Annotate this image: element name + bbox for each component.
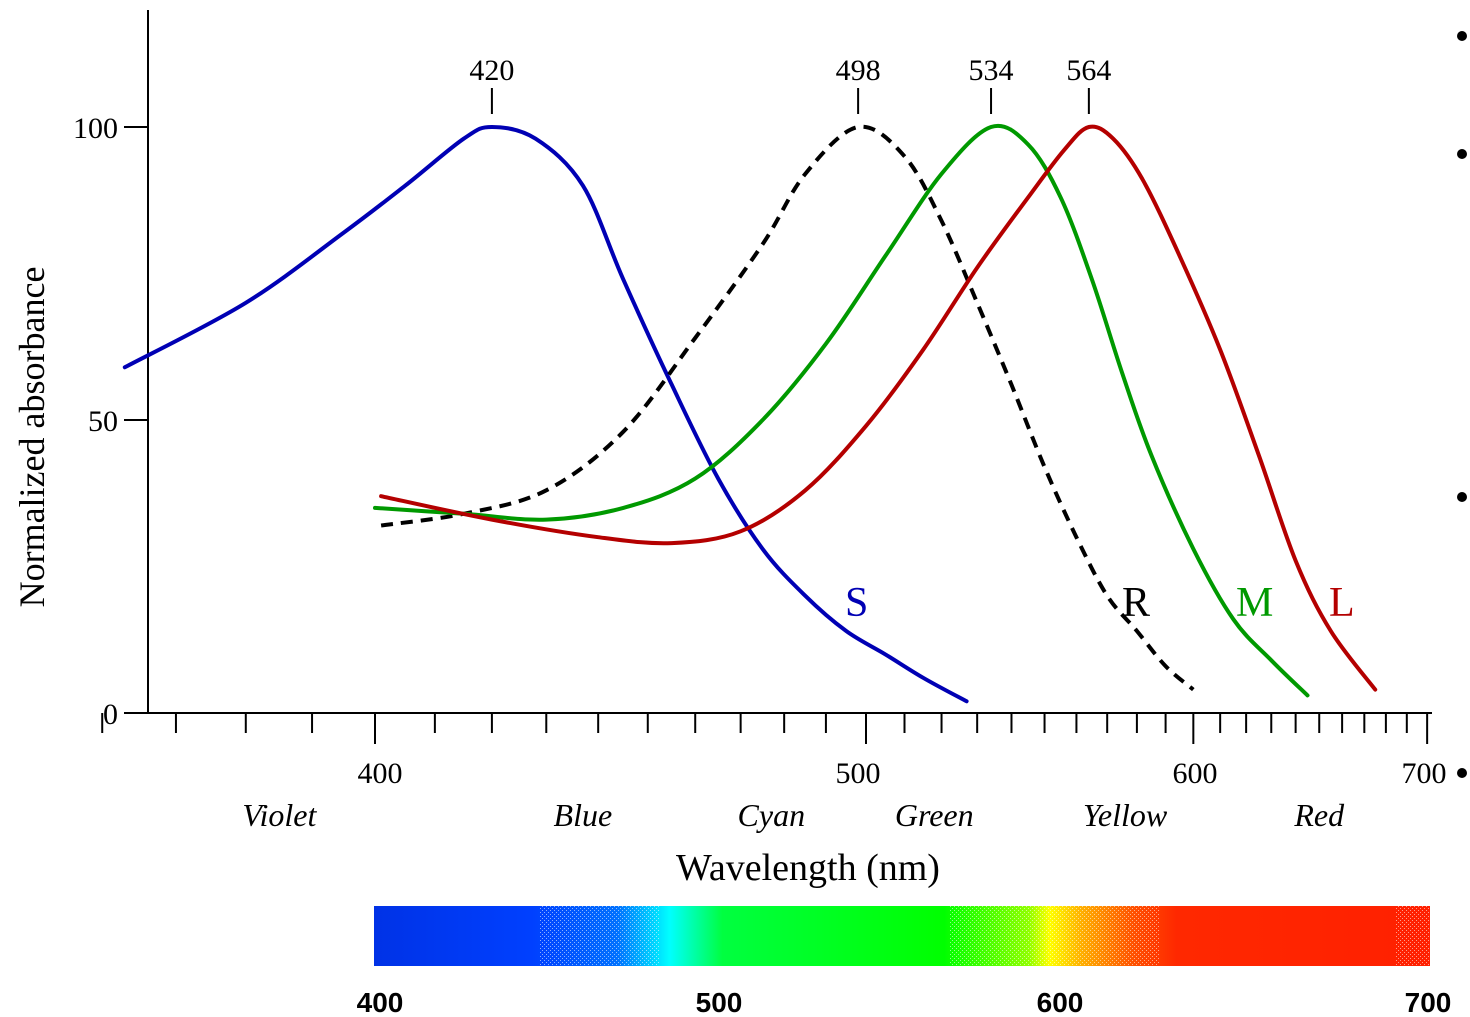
spectrum-dither <box>1395 906 1430 966</box>
spectrum-label-500: 500 <box>696 987 743 1017</box>
spectrum-label-400: 400 <box>357 987 404 1017</box>
series-label-r: R <box>1122 580 1150 626</box>
y-ticks: 100 50 0 <box>73 112 148 731</box>
y-axis-title: Normalized absorbance <box>12 267 52 608</box>
x-tick-label-700: 700 <box>1402 757 1447 790</box>
color-name-violet: Violet <box>242 797 317 833</box>
bullet-dot <box>1457 31 1467 41</box>
bullet-dot <box>1457 768 1467 778</box>
peak-label-420: 420 <box>469 54 514 87</box>
y-tick-label-0: 0 <box>103 698 118 731</box>
spectrum-gradient <box>374 906 1430 966</box>
color-name-yellow: Yellow <box>1083 797 1168 833</box>
color-name-red: Red <box>1293 797 1345 833</box>
bullet-dot <box>1457 149 1467 159</box>
y-tick-label-50: 50 <box>88 405 118 438</box>
color-name-green: Green <box>895 797 974 833</box>
peak-label-498: 498 <box>836 54 881 87</box>
spectrum-dither <box>950 906 1160 966</box>
color-name-cyan: Cyan <box>738 797 806 833</box>
spectrum-label-600: 600 <box>1037 987 1084 1017</box>
series-line-l <box>379 124 1378 692</box>
series-group <box>122 123 1378 704</box>
slide-bullets <box>1457 31 1467 778</box>
series-labels: S R M L <box>845 580 1355 626</box>
series-line-s <box>122 125 969 704</box>
color-names: Violet Blue Cyan Green Yellow Red <box>242 797 1345 833</box>
series-line-r <box>380 124 1195 692</box>
bullet-dot <box>1457 492 1467 502</box>
x-ticks <box>101 713 1429 744</box>
series-label-m: M <box>1236 580 1273 626</box>
peak-markers: 420 498 534 564 <box>469 54 1111 114</box>
x-tick-label-500: 500 <box>836 757 881 790</box>
y-tick-label-100: 100 <box>73 112 118 145</box>
spectrum-dither <box>540 906 660 966</box>
x-tick-label-400: 400 <box>358 757 403 790</box>
peak-label-534: 534 <box>969 54 1014 87</box>
x-axis-title: Wavelength (nm) <box>676 847 940 889</box>
spectrum-label-700: 700 <box>1405 987 1452 1017</box>
spectrum-bar: 400 500 600 700 <box>357 906 1452 1017</box>
series-label-l: L <box>1329 580 1355 626</box>
peak-label-564: 564 <box>1066 54 1111 87</box>
color-name-blue: Blue <box>554 797 613 833</box>
series-line-m <box>373 123 1310 698</box>
x-tick-label-600: 600 <box>1173 757 1218 790</box>
series-label-s: S <box>845 580 868 626</box>
